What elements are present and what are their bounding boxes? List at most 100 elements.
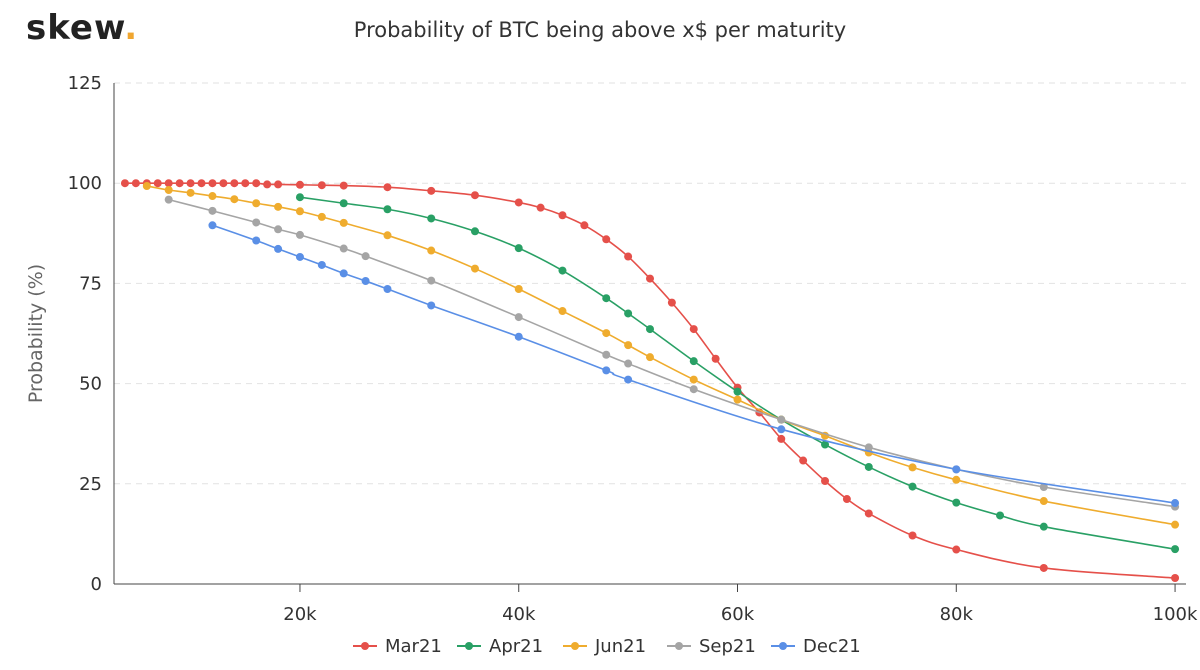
data-point-mar21[interactable] (558, 211, 567, 220)
data-point-mar21[interactable] (689, 325, 698, 334)
data-point-apr21[interactable] (602, 294, 611, 303)
data-point-jun21[interactable] (733, 395, 742, 404)
data-point-mar21[interactable] (1171, 573, 1180, 582)
data-point-mar21[interactable] (383, 183, 392, 192)
data-point-dec21[interactable] (295, 252, 304, 261)
data-point-dec21[interactable] (514, 332, 523, 341)
data-point-jun21[interactable] (470, 264, 479, 273)
data-point-mar21[interactable] (131, 179, 140, 188)
data-point-mar21[interactable] (580, 221, 589, 230)
data-point-dec21[interactable] (624, 375, 633, 384)
data-point-jun21[interactable] (646, 353, 654, 362)
data-point-apr21[interactable] (558, 266, 567, 275)
data-point-mar21[interactable] (295, 180, 304, 189)
data-point-sep21[interactable] (777, 415, 786, 424)
data-point-mar21[interactable] (777, 434, 786, 443)
data-point-mar21[interactable] (427, 186, 436, 195)
data-point-mar21[interactable] (274, 180, 283, 189)
data-point-mar21[interactable] (153, 179, 162, 188)
data-point-jun21[interactable] (514, 285, 523, 294)
data-point-sep21[interactable] (164, 195, 173, 204)
data-point-sep21[interactable] (252, 218, 261, 227)
data-point-dec21[interactable] (383, 285, 392, 294)
data-point-mar21[interactable] (908, 531, 917, 540)
data-point-mar21[interactable] (1039, 563, 1048, 572)
data-point-sep21[interactable] (1039, 483, 1048, 492)
data-point-apr21[interactable] (689, 357, 698, 366)
data-point-mar21[interactable] (799, 456, 808, 465)
data-point-sep21[interactable] (274, 225, 283, 234)
data-point-mar21[interactable] (864, 509, 873, 518)
legend-item-apr21[interactable]: Apr21 (457, 636, 543, 657)
data-point-jun21[interactable] (208, 192, 217, 201)
data-point-mar21[interactable] (230, 179, 239, 188)
data-point-mar21[interactable] (842, 495, 851, 504)
data-point-mar21[interactable] (120, 179, 129, 188)
data-point-dec21[interactable] (339, 269, 348, 278)
data-point-sep21[interactable] (295, 230, 304, 239)
data-point-jun21[interactable] (252, 199, 261, 208)
data-point-dec21[interactable] (274, 244, 283, 253)
data-point-apr21[interactable] (339, 199, 348, 208)
data-point-sep21[interactable] (602, 350, 611, 359)
data-point-mar21[interactable] (164, 179, 173, 188)
data-point-dec21[interactable] (252, 236, 261, 245)
data-point-jun21[interactable] (908, 463, 917, 472)
data-point-apr21[interactable] (952, 498, 961, 507)
data-point-apr21[interactable] (624, 309, 633, 318)
data-point-jun21[interactable] (602, 329, 611, 338)
data-point-apr21[interactable] (1039, 522, 1048, 531)
data-point-mar21[interactable] (219, 179, 228, 188)
data-point-mar21[interactable] (952, 545, 961, 554)
data-point-jun21[interactable] (624, 341, 633, 350)
data-point-mar21[interactable] (175, 179, 184, 188)
data-point-apr21[interactable] (821, 440, 830, 449)
data-point-mar21[interactable] (624, 252, 633, 261)
data-point-mar21[interactable] (821, 476, 830, 485)
legend-item-dec21[interactable]: Dec21 (771, 636, 861, 657)
data-point-jun21[interactable] (274, 202, 283, 211)
data-point-jun21[interactable] (1171, 520, 1180, 529)
data-point-jun21[interactable] (317, 212, 326, 221)
data-point-mar21[interactable] (514, 198, 523, 207)
data-point-sep21[interactable] (624, 359, 633, 368)
data-point-apr21[interactable] (427, 214, 436, 223)
data-point-mar21[interactable] (317, 181, 326, 190)
data-point-sep21[interactable] (208, 206, 217, 215)
data-point-sep21[interactable] (689, 385, 698, 394)
data-point-sep21[interactable] (864, 443, 873, 452)
data-point-jun21[interactable] (689, 375, 698, 384)
data-point-dec21[interactable] (777, 425, 786, 434)
legend-item-sep21[interactable]: Sep21 (667, 636, 756, 657)
data-point-apr21[interactable] (295, 193, 304, 202)
data-point-jun21[interactable] (295, 207, 304, 216)
legend-item-mar21[interactable]: Mar21 (353, 636, 442, 657)
data-point-jun21[interactable] (142, 182, 151, 191)
data-point-apr21[interactable] (383, 205, 392, 214)
data-point-apr21[interactable] (908, 482, 917, 491)
data-point-jun21[interactable] (186, 188, 195, 197)
data-point-sep21[interactable] (514, 313, 523, 322)
data-point-mar21[interactable] (536, 203, 545, 212)
data-point-dec21[interactable] (208, 221, 217, 230)
data-point-apr21[interactable] (514, 244, 523, 253)
data-point-jun21[interactable] (164, 186, 173, 195)
data-point-dec21[interactable] (317, 260, 326, 269)
data-point-apr21[interactable] (470, 227, 479, 236)
data-point-dec21[interactable] (1171, 499, 1180, 508)
data-point-dec21[interactable] (361, 276, 370, 285)
data-point-mar21[interactable] (241, 179, 250, 188)
data-point-apr21[interactable] (733, 387, 742, 396)
data-point-jun21[interactable] (339, 218, 348, 227)
data-point-jun21[interactable] (427, 246, 436, 255)
data-point-mar21[interactable] (197, 179, 206, 188)
data-point-dec21[interactable] (602, 366, 611, 375)
data-point-apr21[interactable] (864, 462, 873, 471)
data-point-dec21[interactable] (952, 465, 961, 474)
data-point-mar21[interactable] (186, 179, 195, 188)
data-point-jun21[interactable] (383, 231, 392, 240)
data-point-jun21[interactable] (952, 475, 961, 484)
data-point-sep21[interactable] (361, 252, 370, 261)
legend[interactable]: Mar21 Apr21 Jun21 Sep21 Dec21 (353, 636, 861, 657)
data-point-jun21[interactable] (230, 195, 239, 204)
